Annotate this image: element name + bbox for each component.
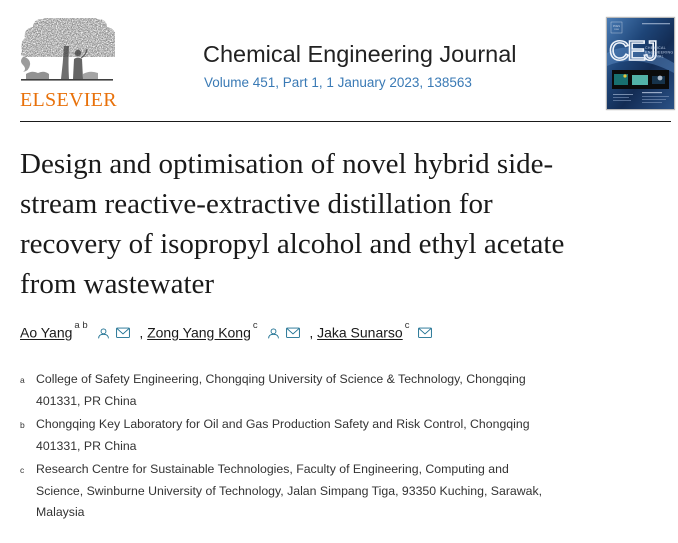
svg-text:JOURNAL: JOURNAL [645, 55, 664, 59]
svg-text:PCES: PCES [613, 24, 620, 28]
svg-text:1990: 1990 [614, 29, 620, 31]
